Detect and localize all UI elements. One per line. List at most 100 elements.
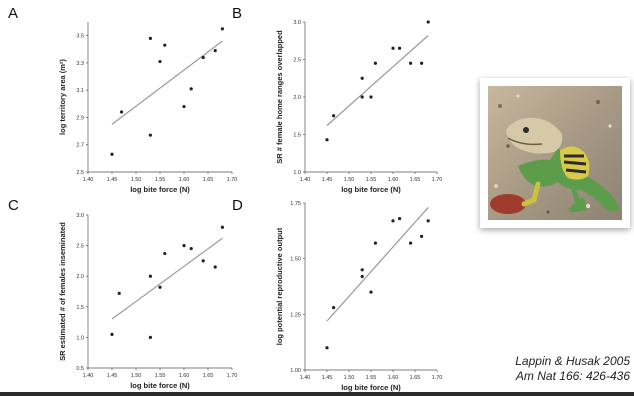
collared-lizard-photo — [488, 86, 622, 220]
x-tick-label: 1.55 — [366, 375, 377, 381]
citation-journal: Am Nat 166: 426-436 — [515, 369, 630, 383]
data-point — [201, 259, 205, 263]
panel-a: A 1.40 1.45 1.50 1.55 1.60 1.65 1.70 2.5 2.7 2.9 3.… — [8, 5, 237, 194]
x-tick-label: 1.60 — [388, 375, 399, 381]
data-point — [373, 241, 377, 245]
data-point — [426, 20, 430, 24]
data-point — [369, 95, 373, 99]
x-tick-label: 1.50 — [344, 177, 355, 183]
y-tick-label: 1.5 — [293, 133, 301, 139]
x-tick-label: 1.45 — [107, 373, 118, 379]
regression-line — [326, 207, 429, 322]
data-point — [120, 110, 124, 114]
data-point — [148, 36, 152, 40]
y-tick-label: 3.0 — [76, 213, 84, 219]
y-axis-label: SR estimated # of females inseminated — [58, 222, 67, 361]
data-point — [360, 268, 364, 272]
panel-letter: D — [232, 197, 243, 214]
y-tick-label: 2.0 — [293, 95, 301, 101]
data-point — [158, 285, 162, 289]
citation-authors: Lappin & Husak 2005 — [515, 354, 630, 368]
data-point — [409, 241, 413, 245]
data-point — [220, 225, 224, 229]
x-tick-label: 1.40 — [83, 177, 94, 183]
panel-c: C 1.40 1.45 1.50 1.55 1.60 1.65 1.70 0.5 1.0 1.5 2.… — [8, 197, 237, 390]
data-point — [110, 332, 114, 336]
data-point — [360, 95, 364, 99]
x-tick-label: 1.40 — [300, 375, 311, 381]
data-point — [426, 219, 430, 223]
data-point — [163, 251, 167, 256]
data-point — [201, 55, 205, 60]
citation: Lappin & Husak 2005 Am Nat 166: 426-436 — [470, 354, 630, 384]
data-point — [148, 274, 152, 278]
x-tick-label: 1.50 — [344, 375, 355, 381]
x-axis-label: log bite force (N) — [341, 185, 401, 194]
bottom-bar — [0, 392, 634, 396]
regression-line — [111, 40, 223, 125]
data-point — [369, 290, 373, 294]
x-tick-label: 1.60 — [179, 177, 190, 183]
photo-frame — [480, 78, 630, 228]
y-tick-label: 2.5 — [293, 58, 301, 64]
data-point — [163, 43, 167, 47]
data-point — [325, 346, 329, 350]
x-tick-label: 1.65 — [203, 177, 214, 183]
data-point — [420, 61, 424, 65]
data-point — [325, 138, 329, 142]
y-tick-label: 2.5 — [76, 170, 84, 176]
data-point — [158, 59, 162, 64]
y-tick-label: 3.0 — [293, 20, 301, 26]
x-tick-label: 1.60 — [388, 177, 399, 183]
data-point — [182, 244, 186, 248]
panel-d: D 1.40 1.45 1.50 1.55 1.60 1.65 1.70 1.00 1.25 1.5… — [232, 197, 442, 392]
y-axis-label: log potential reproductive output — [275, 227, 284, 345]
data-point — [182, 104, 186, 109]
data-point — [398, 46, 402, 50]
y-tick-label: 1.00 — [290, 368, 301, 374]
data-point — [391, 219, 395, 223]
x-tick-label: 1.40 — [83, 373, 94, 379]
data-point — [213, 265, 217, 269]
y-tick-label: 3.1 — [76, 88, 84, 94]
x-tick-label: 1.45 — [322, 177, 333, 183]
y-tick-label: 3.5 — [76, 34, 84, 40]
y-tick-label: 2.5 — [76, 244, 84, 250]
data-point — [360, 274, 364, 279]
y-tick-label: 1.0 — [76, 335, 84, 341]
regression-line — [326, 35, 429, 126]
data-point — [373, 61, 377, 65]
x-tick-label: 1.70 — [227, 177, 238, 183]
panel-b: B 1.40 1.45 1.50 1.55 1.60 1.65 1.70 1.0 1.5 2.0 2.… — [232, 5, 442, 194]
x-tick-label: 1.65 — [410, 177, 421, 183]
y-tick-label: 1.50 — [290, 257, 301, 263]
y-tick-label: 3.3 — [76, 61, 84, 67]
y-axis-label: SR # female home ranges overlapped — [275, 30, 284, 164]
y-tick-label: 1.0 — [293, 170, 301, 176]
data-point — [213, 49, 217, 53]
regression-line — [111, 237, 223, 320]
y-tick-label: 1.75 — [290, 201, 301, 207]
y-tick-label: 1.5 — [76, 305, 84, 311]
x-axis-label: log bite force (N) — [130, 381, 190, 390]
y-tick-label: 2.9 — [76, 115, 84, 121]
x-tick-label: 1.55 — [155, 177, 166, 183]
y-tick-label: 2.7 — [76, 143, 84, 149]
y-axis-label: log territory area (m²) — [58, 59, 67, 135]
x-tick-label: 1.60 — [179, 373, 190, 379]
data-point — [117, 291, 121, 295]
data-point — [409, 61, 413, 65]
x-tick-label: 1.70 — [432, 177, 443, 183]
data-point — [391, 46, 395, 50]
x-tick-label: 1.70 — [227, 373, 238, 379]
panel-letter: B — [232, 5, 242, 22]
data-point — [189, 247, 193, 251]
y-tick-label: 2.0 — [76, 274, 84, 280]
data-point — [398, 216, 402, 221]
y-tick-label: 0.5 — [76, 366, 84, 372]
x-tick-label: 1.40 — [300, 177, 311, 183]
x-tick-label: 1.45 — [322, 375, 333, 381]
data-point — [332, 306, 336, 310]
x-tick-label: 1.50 — [131, 177, 142, 183]
